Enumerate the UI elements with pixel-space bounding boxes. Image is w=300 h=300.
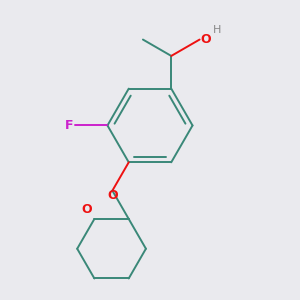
Text: O: O: [201, 33, 211, 46]
Text: O: O: [81, 203, 92, 216]
Text: H: H: [213, 25, 221, 35]
Text: O: O: [108, 189, 118, 202]
Text: F: F: [64, 119, 73, 132]
